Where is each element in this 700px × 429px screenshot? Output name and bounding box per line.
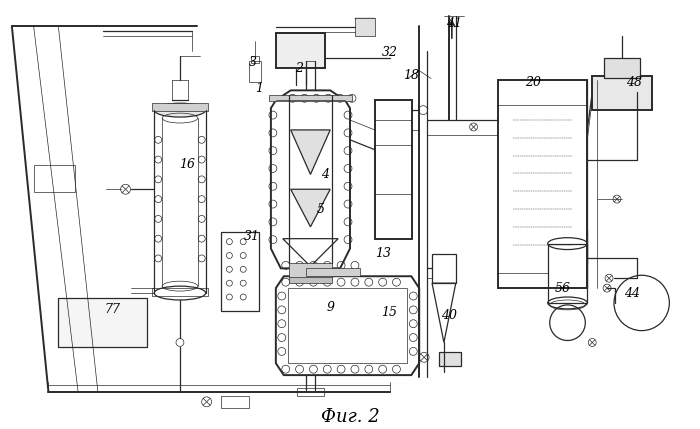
- Bar: [34, 165, 75, 192]
- Text: 40: 40: [441, 309, 457, 322]
- Bar: [288, 263, 332, 278]
- Text: 9: 9: [326, 302, 334, 314]
- Polygon shape: [290, 189, 330, 227]
- Bar: [288, 277, 332, 283]
- Text: 20: 20: [525, 76, 541, 89]
- Bar: [604, 58, 640, 78]
- Bar: [374, 100, 412, 239]
- Text: 3: 3: [249, 56, 257, 69]
- Bar: [288, 288, 407, 363]
- Text: 1: 1: [255, 82, 263, 95]
- Text: 48: 48: [626, 76, 642, 89]
- Text: 2: 2: [295, 62, 302, 75]
- Bar: [439, 352, 461, 366]
- Bar: [58, 298, 147, 347]
- Text: 31: 31: [244, 230, 260, 243]
- Bar: [547, 244, 587, 303]
- Text: Фиг. 2: Фиг. 2: [321, 408, 379, 426]
- Polygon shape: [290, 130, 330, 175]
- Text: 44: 44: [624, 287, 640, 299]
- Bar: [297, 388, 324, 396]
- Bar: [498, 81, 587, 288]
- Bar: [153, 103, 208, 111]
- Text: 5: 5: [316, 202, 324, 215]
- Bar: [221, 396, 249, 408]
- Bar: [355, 18, 374, 36]
- Bar: [251, 56, 259, 63]
- Bar: [269, 95, 352, 101]
- Bar: [592, 76, 652, 110]
- Bar: [276, 33, 326, 68]
- Text: 4: 4: [321, 168, 329, 181]
- Bar: [432, 254, 456, 283]
- Bar: [249, 61, 261, 82]
- Text: 56: 56: [554, 281, 570, 295]
- Text: 41: 41: [446, 17, 462, 30]
- Bar: [374, 145, 412, 194]
- Text: 77: 77: [105, 303, 120, 316]
- Bar: [305, 268, 360, 276]
- Ellipse shape: [154, 103, 206, 117]
- Text: 15: 15: [382, 306, 398, 319]
- Bar: [221, 232, 259, 311]
- Bar: [153, 288, 208, 296]
- Text: 16: 16: [179, 158, 195, 171]
- Text: 18: 18: [403, 69, 419, 82]
- Text: 13: 13: [374, 247, 391, 260]
- Text: 32: 32: [382, 46, 398, 59]
